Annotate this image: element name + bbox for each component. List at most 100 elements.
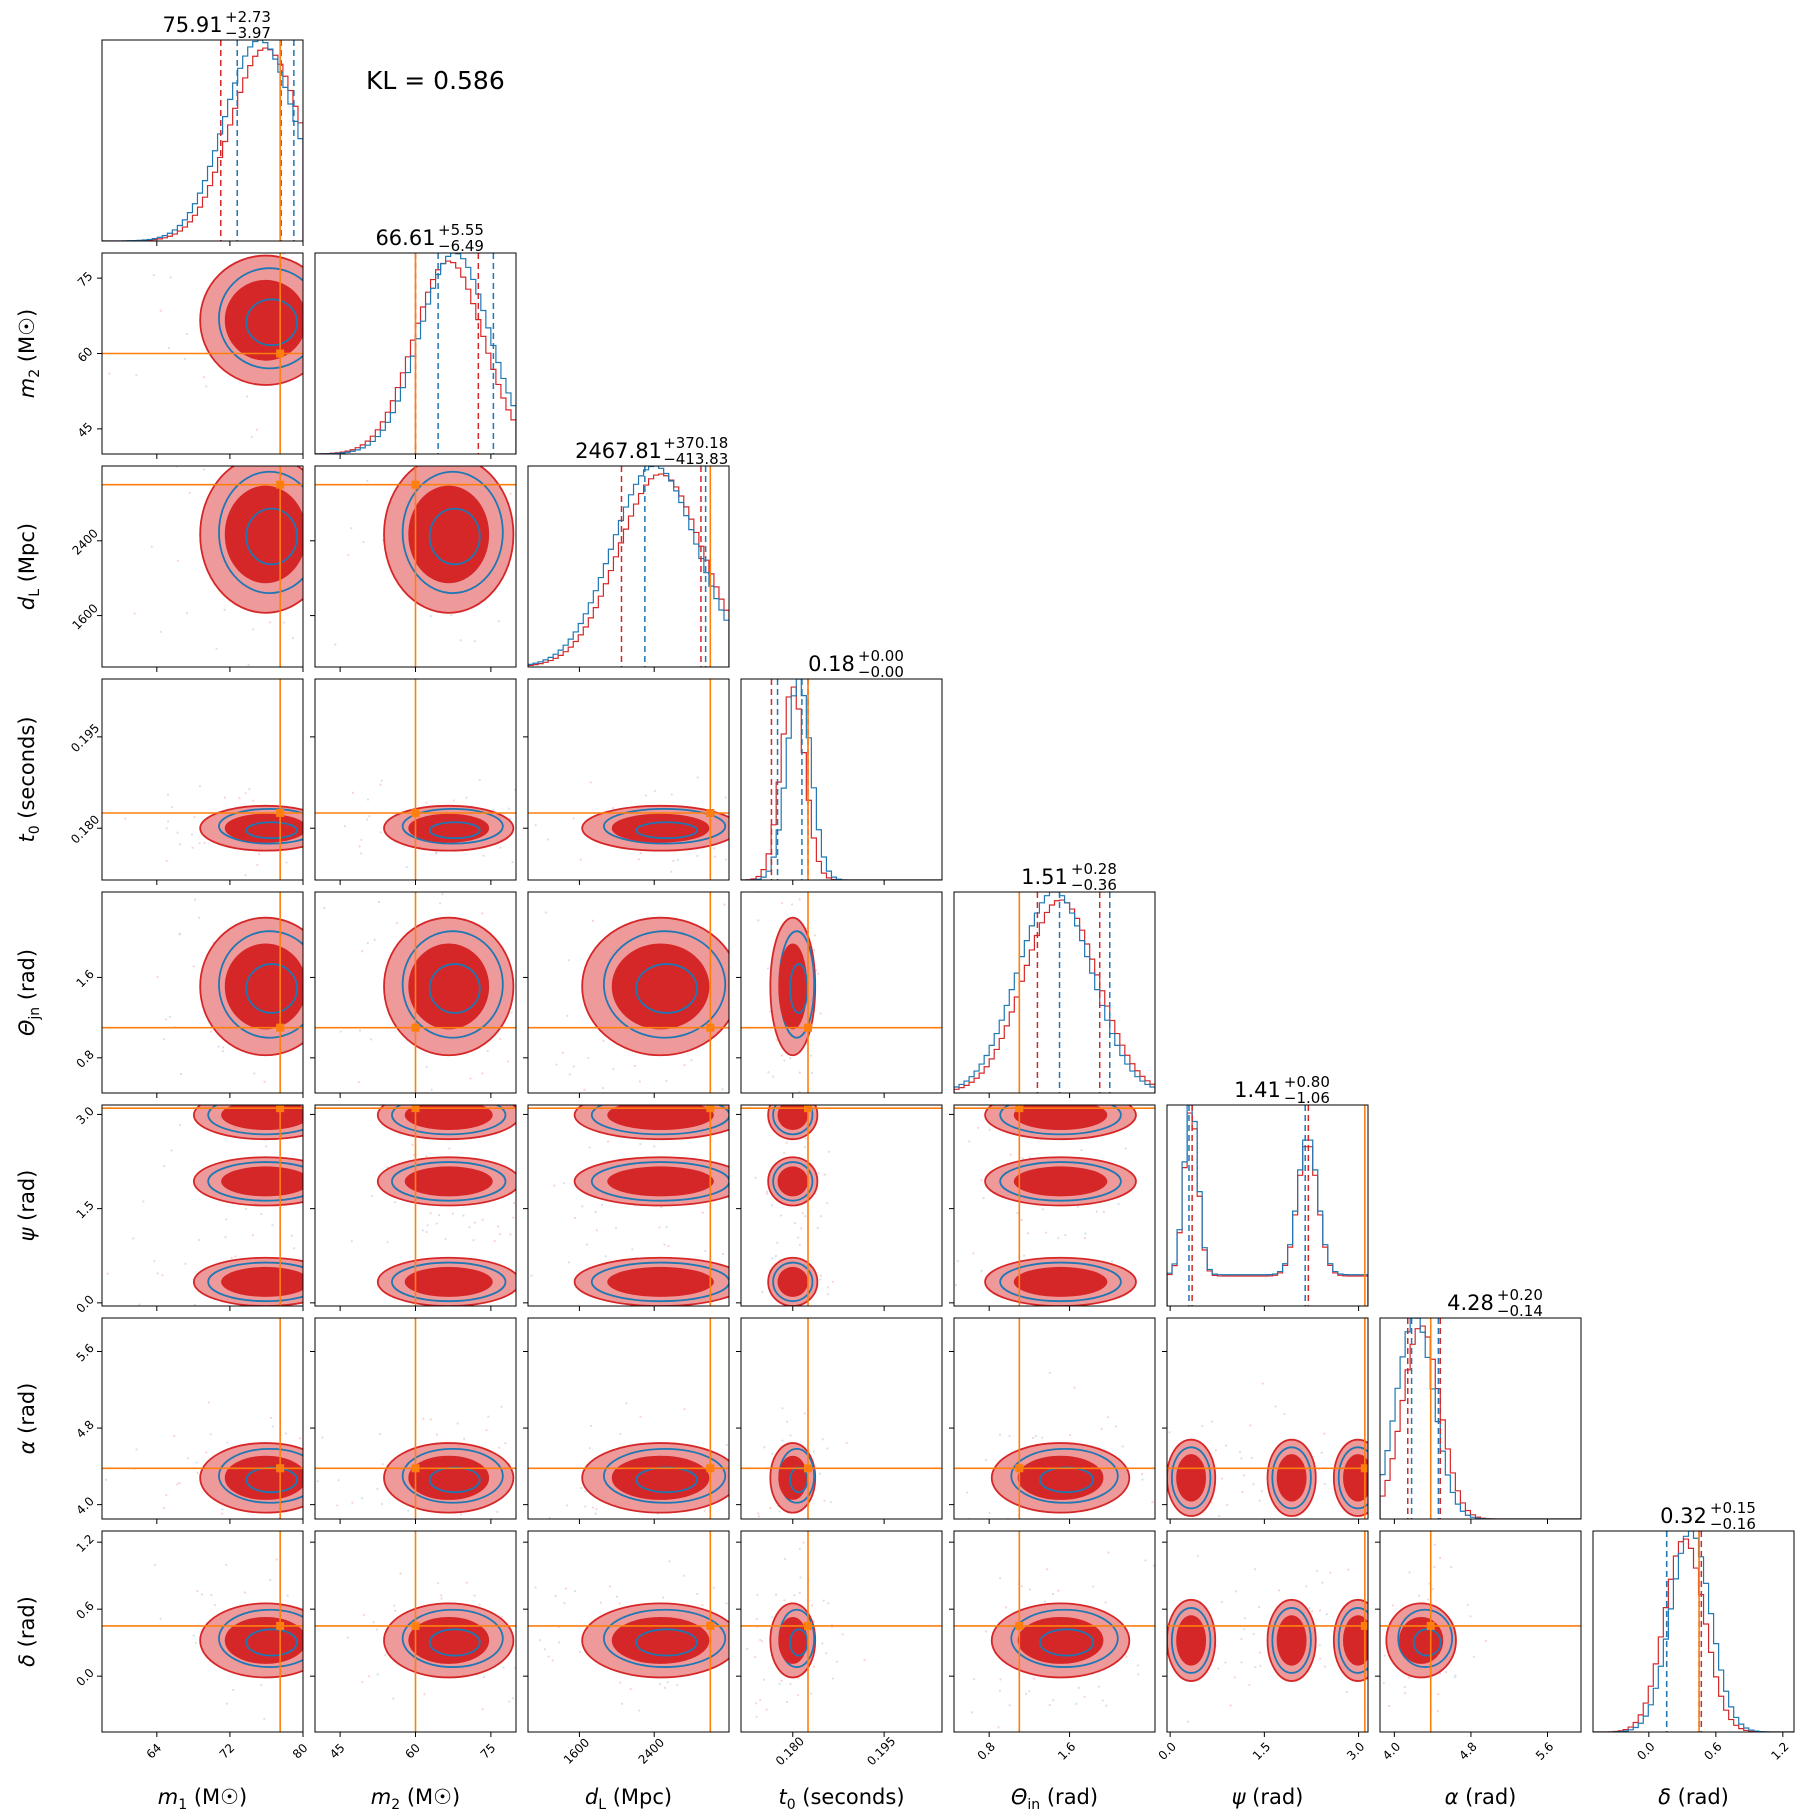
sample-point	[746, 1510, 748, 1512]
sample-point	[1020, 1584, 1024, 1588]
sample-point	[980, 1179, 983, 1182]
sample-point	[1045, 1568, 1049, 1571]
sample-point	[539, 1193, 541, 1195]
sample-point	[799, 1576, 802, 1579]
sample-point	[482, 854, 485, 857]
contour-blue	[999, 1105, 1122, 1136]
sample-point	[755, 1702, 758, 1705]
sample-point	[347, 553, 350, 557]
sample-point	[336, 1504, 339, 1507]
sample-point	[754, 1656, 757, 1659]
sample-point	[169, 276, 172, 279]
scatter-panel-m1-theta	[97, 848, 354, 1186]
x-tick-label-m2: 75	[478, 1741, 499, 1762]
sample-point	[1310, 1610, 1314, 1613]
scatter-panel-m1-delta	[97, 1530, 349, 1737]
sample-point	[826, 1202, 829, 1205]
sample-point	[951, 1063, 953, 1065]
y-tick-label-delta: 0.0	[73, 1666, 96, 1689]
sample-point	[436, 1581, 440, 1585]
panel-title-dL: 2467.81	[575, 439, 662, 463]
sample-point	[440, 1594, 443, 1597]
sample-point	[481, 1708, 484, 1711]
sample-point	[225, 1702, 229, 1705]
sample-point	[517, 533, 519, 535]
sample-point	[696, 776, 699, 779]
sample-point	[1259, 1664, 1262, 1668]
sample-point	[1168, 1431, 1171, 1434]
sample-point	[353, 494, 355, 496]
sample-point	[1164, 1237, 1166, 1239]
sample-point	[513, 1201, 516, 1205]
sample-point	[351, 791, 355, 794]
sample-point	[1226, 1503, 1229, 1506]
contour-blue-inner	[245, 1628, 298, 1657]
sample-point	[721, 1088, 724, 1091]
sample-point	[426, 1224, 429, 1227]
sample-point	[478, 1603, 481, 1606]
sample-point	[798, 898, 801, 901]
sample-point	[712, 1586, 715, 1589]
sample-point	[968, 1140, 971, 1143]
sample-point	[602, 1086, 605, 1090]
y-tick-label-delta: 0.6	[73, 1599, 96, 1622]
sample-point	[193, 898, 197, 901]
sample-point	[1031, 1410, 1033, 1412]
sample-point	[1368, 1642, 1370, 1644]
panel-frame	[101, 891, 304, 1094]
sample-point	[1250, 1456, 1253, 1460]
sample-point	[320, 359, 322, 361]
sample-point	[1091, 1585, 1095, 1588]
sample-point	[1454, 1674, 1457, 1677]
sample-point	[450, 613, 453, 617]
sample-point	[1308, 1607, 1311, 1610]
scatter-panel-m1-alpha	[97, 1317, 304, 1524]
contour-inner	[1176, 1454, 1207, 1502]
sample-point	[761, 1640, 764, 1643]
sample-point	[1158, 1664, 1160, 1666]
sample-point	[1026, 1232, 1030, 1235]
sample-point	[135, 373, 138, 377]
truth-marker	[804, 1105, 812, 1113]
sample-point	[665, 1079, 668, 1082]
sample-point	[309, 813, 311, 815]
sample-point	[391, 440, 393, 442]
sample-point	[972, 1252, 975, 1255]
sample-point	[165, 1494, 168, 1497]
sample-point	[524, 608, 526, 610]
sample-point	[221, 1050, 224, 1053]
sample-point	[352, 1184, 354, 1186]
y-axis-label-theta: Θjn (rad)	[15, 949, 43, 1036]
truth-marker	[706, 1464, 715, 1473]
sample-point	[347, 1645, 349, 1647]
sample-point	[162, 1038, 166, 1041]
contour-blue-outer	[1010, 1447, 1119, 1504]
sample-point	[334, 839, 336, 841]
sample-point	[525, 1064, 527, 1066]
y-axis-label-m2: m2 (M☉)	[15, 309, 43, 398]
scatter-panel-dL-theta	[523, 891, 730, 1098]
sample-point	[797, 1236, 800, 1239]
sample-point	[337, 1479, 340, 1482]
sample-point	[1095, 1210, 1098, 1213]
panel-title-m1: 75.91	[162, 13, 222, 37]
sample-point	[224, 1236, 227, 1239]
sample-point	[530, 1274, 533, 1277]
sample-point	[587, 1056, 590, 1060]
sample-point	[999, 1678, 1002, 1681]
sample-point	[507, 1060, 510, 1063]
sample-point	[379, 1432, 382, 1436]
scatter-panel-theta-alpha	[949, 1317, 1156, 1524]
sample-point	[1431, 1588, 1435, 1591]
sample-point	[1144, 1559, 1147, 1562]
panel-title-delta: 0.32	[1660, 1504, 1707, 1528]
sample-point	[170, 806, 173, 809]
sample-point	[1186, 1720, 1190, 1723]
truth-marker	[1360, 1621, 1368, 1630]
sample-point	[543, 865, 545, 867]
sample-point	[318, 848, 320, 850]
x-axis-label-m2: m2 (M☉)	[371, 1785, 460, 1809]
truth-marker	[1426, 1621, 1435, 1630]
sample-point	[493, 1568, 495, 1570]
sample-point	[394, 1609, 397, 1612]
